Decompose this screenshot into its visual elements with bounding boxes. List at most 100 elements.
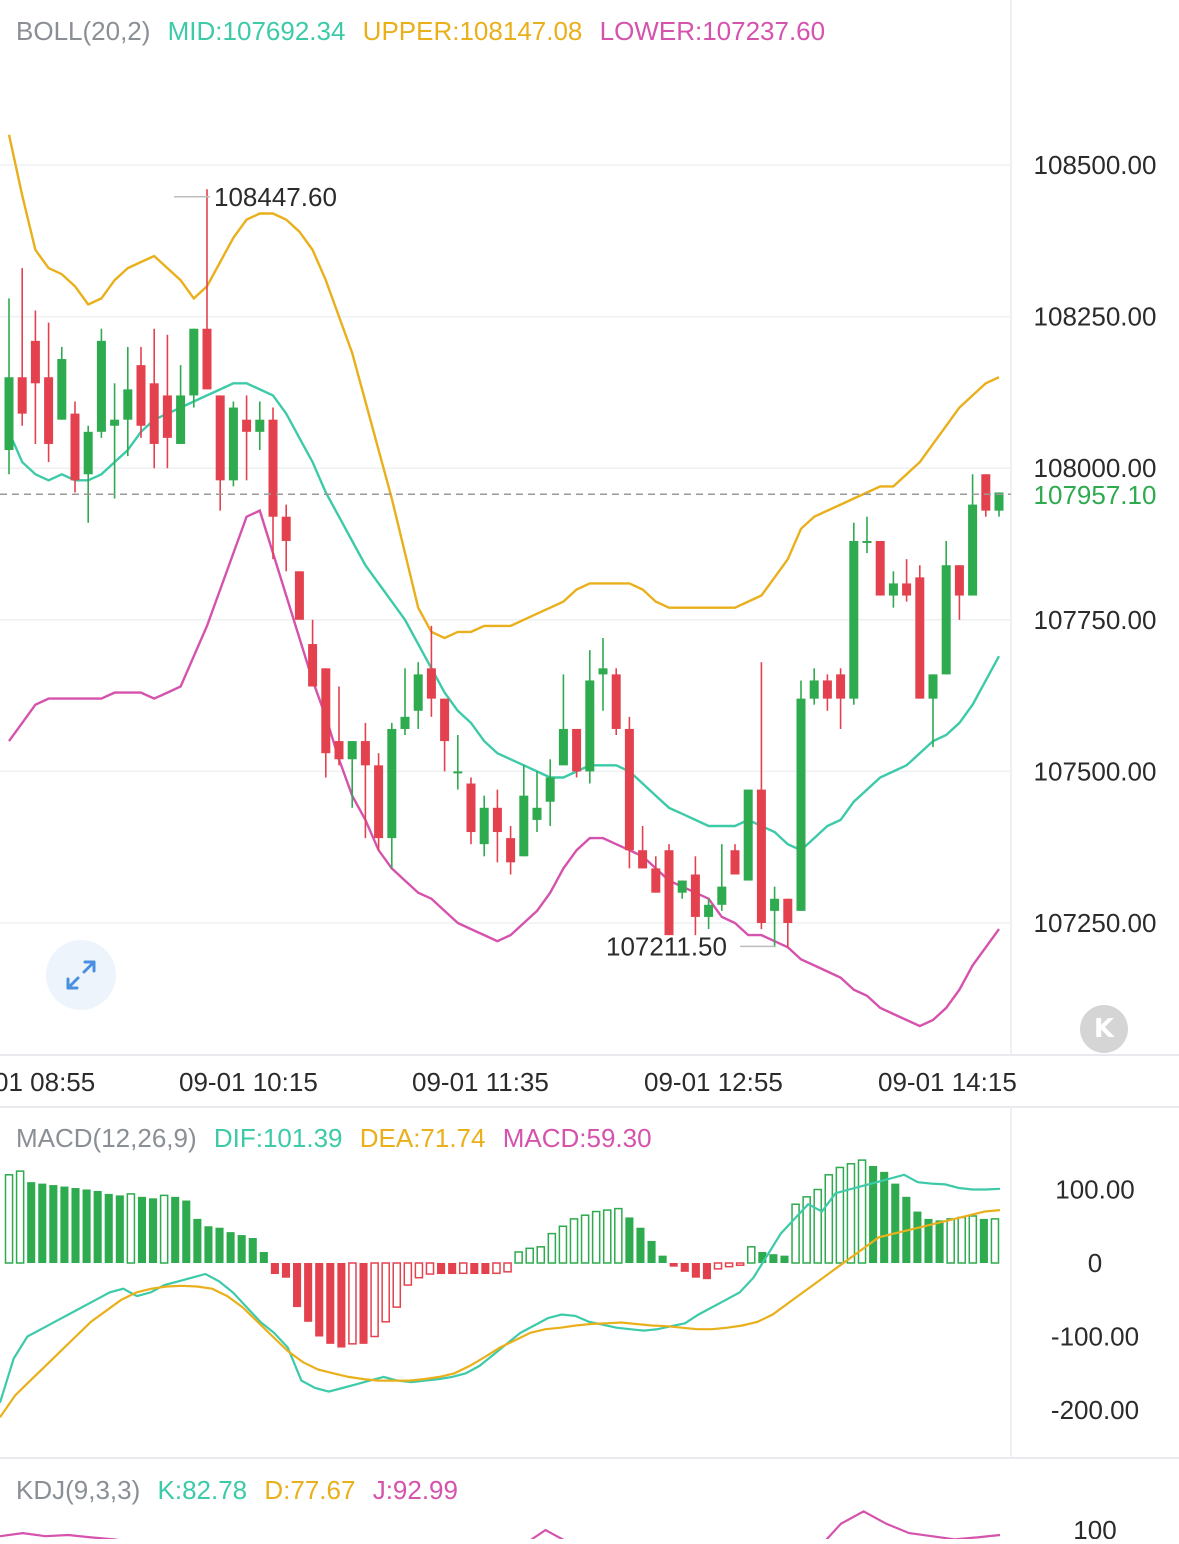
high-price-marker: 108447.60: [214, 182, 337, 212]
candle: [4, 298, 14, 475]
macd-bar: [680, 1263, 689, 1272]
boll-mid-value: MID:107692.34: [168, 16, 346, 46]
candle: [954, 565, 964, 620]
candle: [915, 565, 925, 699]
candle: [743, 789, 753, 881]
candle-body-up: [413, 674, 423, 711]
candle-body-down: [875, 540, 885, 596]
macd-bar: [4, 1174, 14, 1264]
fullscreen-button[interactable]: [46, 940, 116, 1010]
candle: [796, 680, 806, 911]
boll-lower-line: [8, 508, 1000, 1028]
macd-bar: [215, 1227, 224, 1263]
candle: [677, 880, 687, 899]
macd-bar: [248, 1238, 257, 1263]
macd-macd-value: MACD:59.30: [503, 1123, 652, 1153]
candle-body-down: [981, 474, 991, 511]
candle: [374, 753, 384, 851]
macd-bar: [481, 1263, 490, 1275]
macd-axis: 100.00 0 -100.00 -200.00: [1051, 1175, 1139, 1426]
candle: [836, 668, 846, 729]
macd-bar: [370, 1262, 379, 1338]
macd-bar: [802, 1196, 811, 1264]
candle-body-up: [519, 795, 529, 857]
candle-body-down: [374, 765, 384, 839]
macd-bar: [791, 1203, 800, 1264]
macd-bar: [437, 1263, 446, 1275]
candle: [110, 383, 120, 499]
candle-body-down: [730, 850, 740, 875]
candle: [651, 856, 661, 893]
candle: [888, 571, 898, 608]
macd-bar: [979, 1218, 988, 1263]
macd-bar: [259, 1251, 268, 1263]
macd-bar: [536, 1246, 546, 1264]
kdj-j-value: J:92.99: [373, 1475, 458, 1505]
candle: [611, 668, 621, 736]
macd-dea-value: DEA:71.74: [360, 1123, 486, 1153]
time-axis-label: 01 08:55: [0, 1067, 95, 1097]
macd-bar: [580, 1214, 590, 1264]
candle: [572, 728, 582, 778]
time-axis-label: 09-01 11:35: [412, 1067, 549, 1097]
macd-bar: [304, 1263, 313, 1322]
candle: [479, 795, 489, 857]
candle: [57, 346, 67, 420]
candle-body-down: [426, 668, 436, 699]
candle-body-down: [756, 789, 766, 923]
candlesticks[interactable]: [4, 189, 1004, 948]
candle-body-down: [268, 419, 278, 517]
macd-bar: [569, 1218, 579, 1264]
candle: [466, 777, 476, 845]
candle-body-down: [572, 728, 582, 772]
boll-lines: [7, 134, 1001, 1028]
macd-bar: [71, 1188, 80, 1263]
macd-bar: [448, 1263, 457, 1275]
candle-body-down: [17, 377, 27, 414]
macd-histogram: [4, 1159, 1000, 1348]
candle-body-down: [783, 898, 793, 923]
candle: [255, 401, 265, 451]
candle: [545, 759, 555, 826]
candle: [690, 856, 700, 936]
candle: [664, 844, 674, 936]
candle: [519, 765, 529, 857]
macd-bar: [171, 1196, 180, 1263]
candle-body-down: [664, 850, 674, 936]
macd-bar: [591, 1210, 601, 1264]
macd-bar: [946, 1218, 955, 1264]
candle: [994, 492, 1004, 517]
macd-bar: [38, 1183, 47, 1263]
candle-body-up: [704, 904, 714, 917]
candle: [360, 722, 370, 839]
macd-bar: [281, 1263, 291, 1278]
macd-bar: [869, 1165, 878, 1263]
macd-bar: [15, 1170, 25, 1264]
candle: [96, 328, 106, 438]
candle: [123, 346, 133, 457]
candle-body-up: [928, 674, 938, 699]
macd-bar: [735, 1262, 745, 1266]
price-axis: 108500.00 108250.00 108000.00 107750.00 1075…: [1034, 150, 1157, 938]
macd-axis-label: 0: [1088, 1248, 1102, 1278]
candle-body-up: [176, 395, 186, 444]
candle-body-down: [651, 868, 661, 893]
candle: [281, 504, 291, 572]
boll-upper-value: UPPER:108147.08: [363, 16, 583, 46]
kline-back-button[interactable]: K: [1080, 1005, 1128, 1053]
candle: [638, 825, 648, 869]
candle: [598, 637, 608, 711]
candle: [770, 886, 780, 948]
macd-bar: [713, 1262, 723, 1270]
macd-bar: [503, 1262, 512, 1273]
candle-body-up: [717, 886, 727, 905]
candle: [783, 898, 793, 948]
candle: [862, 516, 872, 554]
kdj-lines: [0, 1510, 1001, 1544]
candle-body-up: [809, 680, 819, 699]
candle-body-up: [400, 716, 410, 729]
boll-mid-line: [7, 382, 1001, 852]
candle-body-up: [479, 807, 489, 845]
macd-bar: [348, 1262, 357, 1345]
